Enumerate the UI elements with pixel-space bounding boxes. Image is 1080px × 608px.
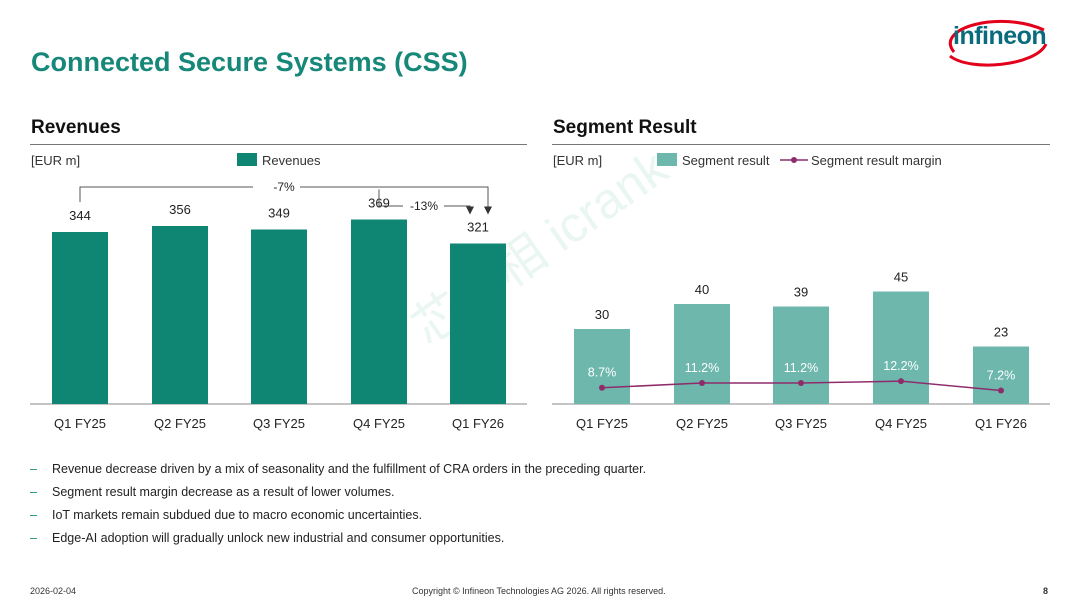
margin-data-label: 12.2% (883, 359, 918, 373)
segment-legend-bar-label: Segment result (682, 153, 770, 168)
revenues-data-label: 344 (69, 208, 91, 223)
bullet-item: – Edge-AI adoption will gradually unlock … (30, 529, 646, 552)
revenues-bar (450, 243, 506, 404)
infineon-logo (948, 19, 1048, 67)
revenues-category-label: Q4 FY25 (353, 416, 405, 431)
segment-category-label: Q4 FY25 (875, 416, 927, 431)
bullet-item: – Segment result margin decrease as a res… (30, 483, 646, 506)
bullet-list: – Revenue decrease driven by a mix of sea… (30, 460, 646, 552)
margin-data-label: 11.2% (685, 361, 720, 375)
qoq-arrow-head (466, 206, 474, 215)
revenues-category-label: Q2 FY25 (154, 416, 206, 431)
segment-data-label: 39 (794, 285, 808, 300)
segment-data-label: 45 (894, 270, 908, 285)
revenues-legend-label: Revenues (262, 153, 321, 168)
revenues-category-label: Q1 FY25 (54, 416, 106, 431)
bullet-text: Edge-AI adoption will gradually unlock n… (52, 531, 505, 545)
revenues-bar (52, 232, 108, 404)
revenues-legend-swatch (237, 153, 257, 166)
logo-text: infineon (953, 22, 1047, 50)
segment-bar (773, 306, 829, 404)
revenues-category-label: Q3 FY25 (253, 416, 305, 431)
bullet-dash: – (30, 462, 37, 476)
segment-category-label: Q3 FY25 (775, 416, 827, 431)
footer-copyright: Copyright © Infineon Technologies AG 202… (412, 586, 666, 596)
footer-date: 2026-02-04 (30, 586, 77, 596)
segment-legend-line-swatch (780, 157, 808, 163)
margin-data-label: 11.2% (784, 361, 819, 375)
margin-point (599, 384, 605, 391)
qoq-change-label: -13% (410, 199, 438, 213)
segment-legend-line-label: Segment result margin (811, 153, 942, 168)
footer-page-number: 8 (1043, 586, 1049, 596)
revenues-bar (251, 229, 307, 404)
segment-bar (674, 304, 730, 404)
revenues-data-label: 356 (169, 202, 191, 217)
qoq-bracket-left (378, 189, 403, 207)
margin-point (798, 380, 804, 387)
margin-point (699, 380, 705, 387)
revenues-data-label: 349 (268, 206, 290, 221)
segment-data-label: 23 (994, 325, 1008, 340)
margin-point (998, 387, 1004, 394)
revenues-unit: [EUR m] (31, 153, 81, 168)
revenues-bar (152, 226, 208, 404)
bullet-dash: – (30, 508, 37, 522)
bullet-text: IoT markets remain subdued due to macro … (52, 508, 423, 522)
bullet-text: Segment result margin decrease as a resu… (52, 485, 395, 499)
bullet-dash: – (30, 485, 37, 499)
segment-data-label: 40 (695, 282, 709, 297)
yoy-bracket-left (79, 186, 253, 202)
segment-category-label: Q1 FY25 (576, 416, 628, 431)
revenues-bar (351, 219, 407, 404)
bullet-dash: – (30, 531, 37, 545)
segment-category-label: Q1 FY26 (975, 416, 1027, 431)
yoy-arrow-head (484, 206, 492, 215)
margin-data-label: 7.2% (987, 369, 1016, 383)
revenues-data-label: 321 (467, 220, 489, 235)
margin-data-label: 8.7% (588, 366, 617, 380)
margin-point (898, 378, 904, 385)
revenues-divider (30, 144, 527, 145)
revenues-category-label: Q1 FY26 (452, 416, 504, 431)
bullet-text: Revenue decrease driven by a mix of seas… (52, 462, 647, 476)
revenues-section-title: Revenues (31, 117, 121, 138)
segment-unit: [EUR m] (553, 153, 603, 168)
segment-section-title: Segment Result (553, 117, 697, 138)
qoq-bracket-right (444, 205, 471, 208)
segment-bar (574, 329, 630, 404)
logo-arc (948, 19, 1048, 67)
bullet-item: – Revenue decrease driven by a mix of sea… (30, 460, 646, 483)
segment-legend-swatch (657, 153, 677, 166)
segment-category-label: Q2 FY25 (676, 416, 728, 431)
segment-divider (552, 144, 1050, 145)
segment-data-label: 30 (595, 307, 609, 322)
segment-bar (973, 346, 1029, 404)
segment-bar (873, 291, 929, 404)
yoy-bracket-right (300, 186, 489, 208)
yoy-change-label: -7% (273, 180, 295, 194)
bullet-item: – IoT markets remain subdued due to macro… (30, 506, 646, 529)
page-title: Connected Secure Systems (CSS) (31, 47, 468, 77)
